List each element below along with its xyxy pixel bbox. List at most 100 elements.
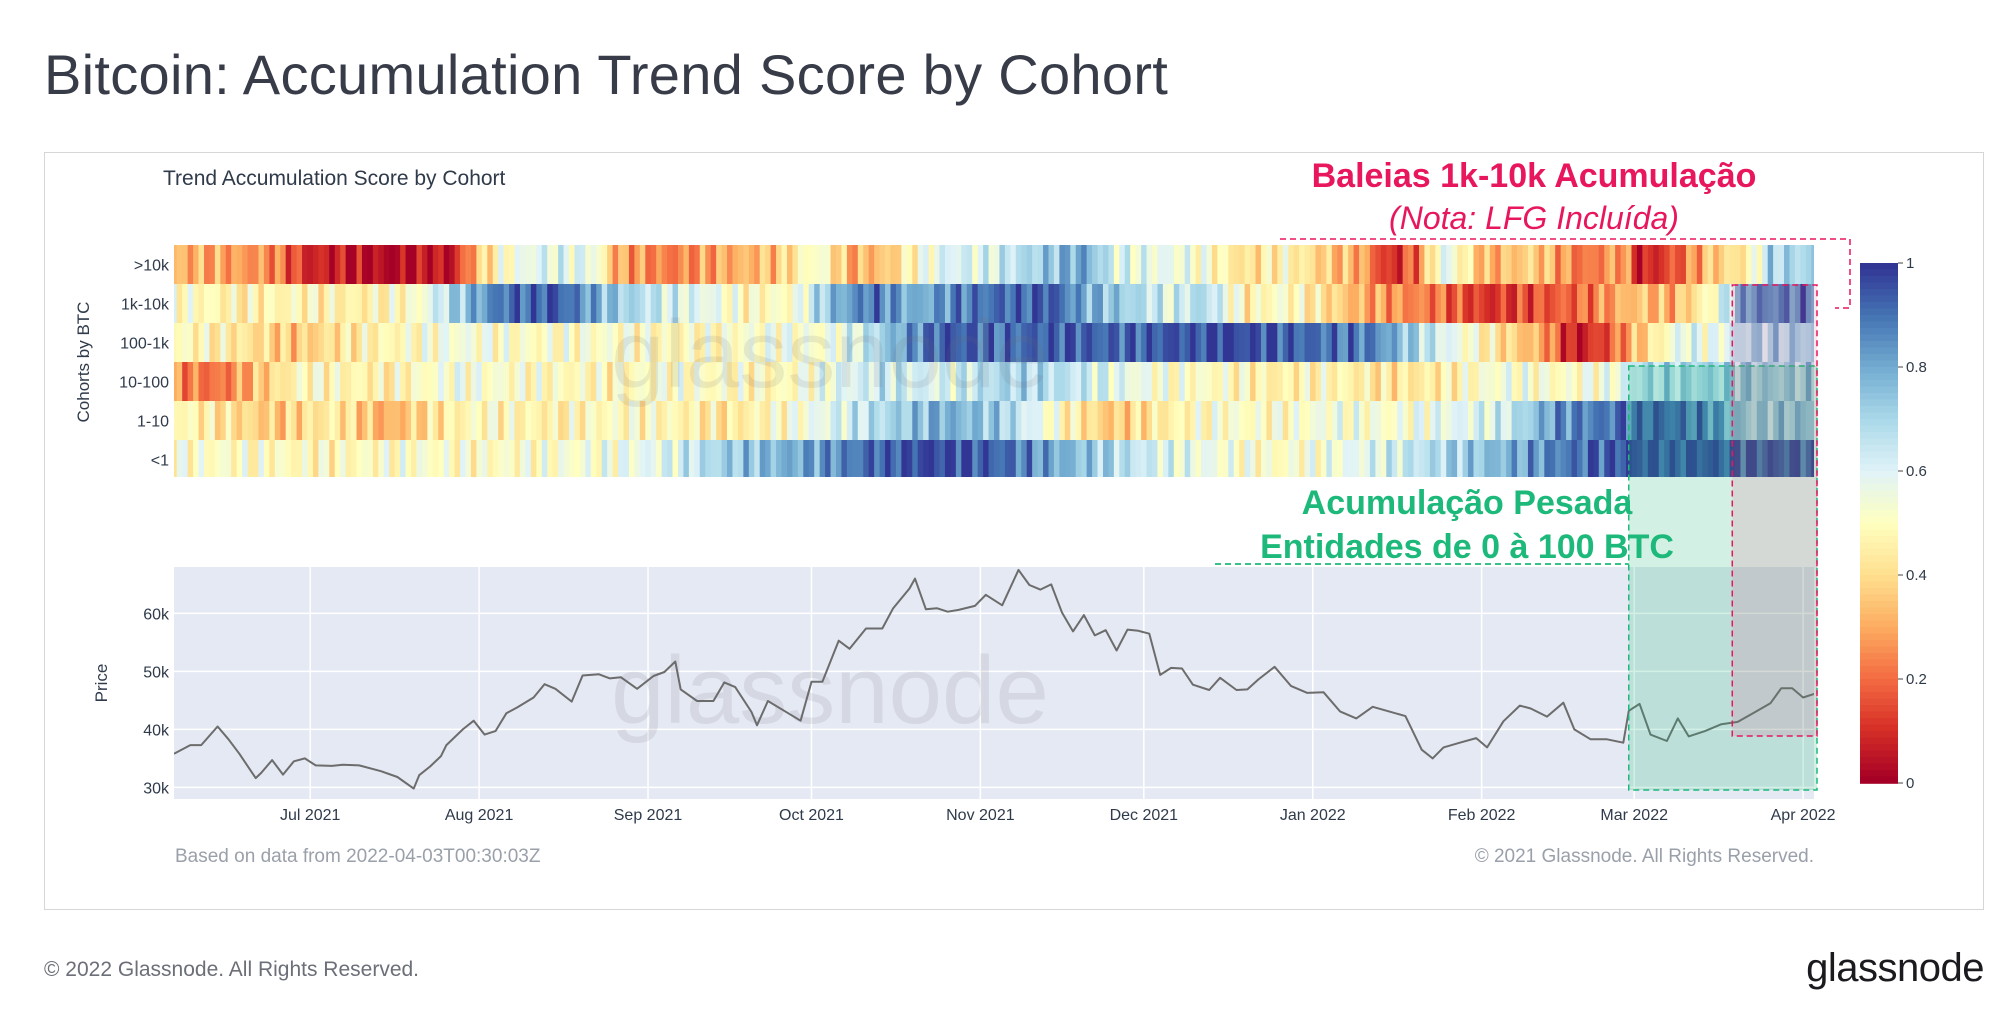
- heatmap-cell: [1609, 323, 1616, 362]
- heatmap-cell: [1626, 362, 1633, 401]
- heatmap-cell: [481, 284, 488, 323]
- heatmap-cell: [1326, 245, 1333, 284]
- heatmap-cell: [628, 362, 635, 401]
- heatmap-cell: [1380, 323, 1387, 362]
- heatmap-cell: [323, 245, 330, 284]
- heatmap-cell: [808, 245, 815, 284]
- heatmap-cell: [1190, 284, 1197, 323]
- heatmap-cell: [748, 284, 755, 323]
- heatmap-cell: [552, 440, 559, 477]
- heatmap-cell: [1642, 401, 1649, 440]
- heatmap-cell: [1549, 440, 1556, 477]
- heatmap-cell: [814, 440, 821, 477]
- heatmap-cell: [209, 245, 216, 284]
- heatmap-cell: [356, 284, 363, 323]
- heatmap-cell: [1331, 323, 1338, 362]
- heatmap-cell: [1064, 401, 1071, 440]
- heatmap-cell: [465, 440, 472, 477]
- heatmap-cell: [1010, 245, 1017, 284]
- heatmap-cell: [1484, 362, 1491, 401]
- heatmap-cell: [808, 440, 815, 477]
- heatmap-cell: [1320, 440, 1327, 477]
- heatmap-cell: [983, 245, 990, 284]
- heatmap-cell: [383, 323, 390, 362]
- heatmap-cell: [372, 245, 379, 284]
- heatmap-cell: [1615, 323, 1622, 362]
- heatmap-cell: [1517, 362, 1524, 401]
- heatmap-cell: [983, 323, 990, 362]
- colorbar-swatch: [1860, 672, 1898, 680]
- heatmap-cell: [1184, 323, 1191, 362]
- heatmap-cell: [928, 401, 935, 440]
- colorbar-swatch: [1860, 419, 1898, 427]
- heatmap-cell: [825, 323, 832, 362]
- heatmap-cell: [345, 362, 352, 401]
- heatmap-cell: [1489, 401, 1496, 440]
- heatmap-cell: [1092, 401, 1099, 440]
- heatmap-cell: [650, 323, 657, 362]
- heatmap-cell: [1075, 323, 1082, 362]
- heatmap-cell: [1282, 440, 1289, 477]
- heatmap-cell: [291, 401, 298, 440]
- glassnode-logo: glassnode: [1806, 946, 1984, 990]
- heatmap-cell: [498, 323, 505, 362]
- heatmap-cell: [1386, 245, 1393, 284]
- heatmap-cell: [819, 362, 826, 401]
- colorbar-swatch: [1860, 367, 1898, 375]
- heatmap-cell: [214, 440, 221, 477]
- heatmap-cell: [1162, 440, 1169, 477]
- heatmap: [174, 245, 1814, 477]
- heatmap-cell: [955, 323, 962, 362]
- heatmap-cell: [225, 440, 232, 477]
- heatmap-cell: [291, 284, 298, 323]
- heatmap-cell: [323, 323, 330, 362]
- heatmap-cell: [1762, 440, 1769, 477]
- heatmap-cell: [1032, 401, 1039, 440]
- heatmap-cell: [1359, 323, 1366, 362]
- heatmap-cell: [372, 284, 379, 323]
- heatmap-cell: [1228, 362, 1235, 401]
- heatmap-cell: [411, 245, 418, 284]
- heatmap-cell: [280, 284, 287, 323]
- heatmap-cell: [748, 323, 755, 362]
- heatmap-cell: [558, 440, 565, 477]
- heatmap-cell: [1740, 362, 1747, 401]
- heatmap-cell: [1048, 440, 1055, 477]
- colorbar-swatch: [1860, 542, 1898, 550]
- heatmap-cell: [1021, 362, 1028, 401]
- heatmap-cell: [590, 245, 597, 284]
- heatmap-cell: [187, 284, 194, 323]
- heatmap-cell: [1315, 284, 1322, 323]
- heatmap-cell: [825, 362, 832, 401]
- heatmap-cell: [1620, 440, 1627, 477]
- heatmap-cell: [1576, 401, 1584, 440]
- heatmap-cell: [634, 284, 641, 323]
- heatmap-cell: [1462, 245, 1469, 284]
- heatmap-cell: [912, 245, 919, 284]
- heatmap-cell: [1168, 440, 1175, 477]
- heatmap-cell: [263, 245, 270, 284]
- heatmap-cell: [285, 245, 292, 284]
- heatmap-cell: [1021, 323, 1028, 362]
- heatmap-cell: [280, 440, 287, 477]
- heatmap-cell: [950, 323, 957, 362]
- heatmap-cell: [1113, 323, 1120, 362]
- heatmap-cell: [1424, 245, 1431, 284]
- heatmap-cell: [460, 401, 467, 440]
- heatmap-cell: [214, 362, 221, 401]
- heatmap-cell: [503, 362, 510, 401]
- heatmap-cell: [378, 440, 385, 477]
- heatmap-cell: [258, 245, 265, 284]
- date-tick-label: Jan 2022: [1280, 807, 1346, 824]
- heatmap-cell: [705, 323, 712, 362]
- heatmap-cell: [1680, 440, 1687, 477]
- heatmap-cell: [983, 440, 990, 477]
- heatmap-cell: [1707, 362, 1714, 401]
- heatmap-cell: [1604, 323, 1611, 362]
- heatmap-cell: [1239, 401, 1246, 440]
- heatmap-cell: [1179, 284, 1186, 323]
- heatmap-cell: [203, 245, 211, 284]
- heatmap-cell: [634, 401, 641, 440]
- heatmap-cell: [1751, 323, 1758, 362]
- heatmap-cell: [1304, 284, 1311, 323]
